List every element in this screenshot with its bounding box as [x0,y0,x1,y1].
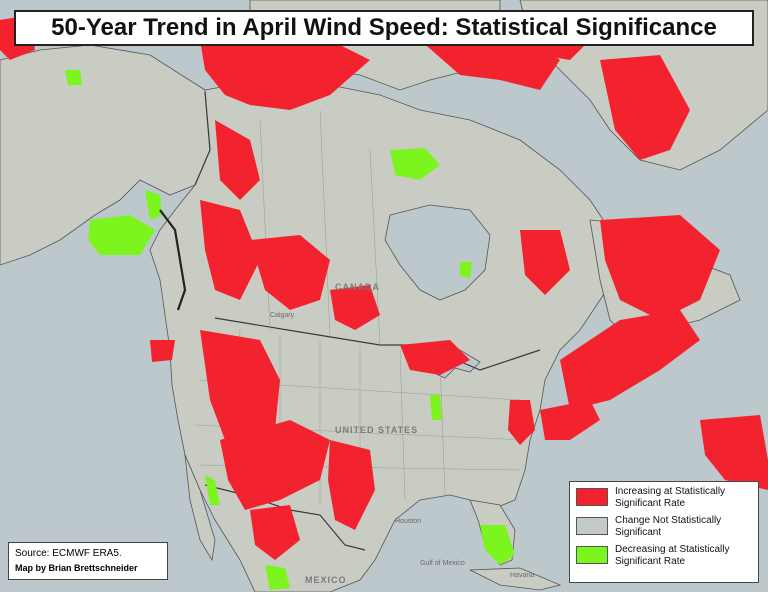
green-gulf-alaska [88,215,155,255]
green-arctic [390,148,440,180]
decreasing-areas [65,70,515,590]
label-mexico: MEXICO [305,575,347,585]
red-pacific [150,340,175,362]
red-west-us [200,330,280,450]
legend-item-not-significant: Change Not Statistically Significant [576,515,752,539]
green-lake-michigan [430,395,442,420]
legend-label: Increasing at Statistically Significant … [615,486,726,509]
legend-label: Change Not Statistically Significant [615,515,722,538]
land-baja [184,454,216,562]
green-hudson [460,262,472,278]
label-gulf: Gulf of Mexico [420,560,465,567]
legend-item-decreasing: Decreasing at Statistically Significant … [576,544,752,568]
green-alaska-north [65,70,82,85]
legend: Increasing at Statistically Significant … [569,481,759,583]
land-alaska [0,44,211,266]
red-alberta [250,235,330,310]
source-box: Source: ECMWF ERA5. Map by Brian Brettsc… [8,542,168,580]
red-atlantic-south [540,400,600,440]
red-greenland [600,55,690,160]
alaska-canada-border [194,91,211,186]
swatch-not-significant [576,517,608,535]
map-title: 50-Year Trend in April Wind Speed: Stati… [14,10,754,46]
label-havana: Havana [510,572,535,579]
label-united-states: UNITED STATES [335,425,419,435]
red-quebec [520,230,570,295]
legend-item-increasing: Increasing at Statistically Significant … [576,486,752,510]
red-arctic [200,35,370,110]
red-labrador [600,215,720,320]
swatch-increasing [576,488,608,506]
swatch-decreasing [576,546,608,564]
source-text: Source: ECMWF ERA5. [15,548,122,559]
red-sw-us [220,420,330,510]
red-texas [328,440,375,530]
red-atlantic [560,310,700,410]
label-calgary: Calgary [270,312,295,319]
red-north-canada [215,120,260,200]
red-saskatchewan [330,285,380,330]
red-bc-cluster [200,200,260,300]
red-ne-atlantic [700,415,768,490]
red-great-lakes [400,340,470,375]
red-east-coast [508,400,535,445]
land-cuba [469,567,562,591]
legend-label: Decreasing at Statistically Significant … [615,544,730,567]
green-alaska-coast [145,190,162,220]
bc-coastline [159,209,187,311]
green-florida [480,525,515,565]
credit-text: Map by Brian Brettschneider [15,563,138,573]
label-canada: CANADA [335,282,380,292]
label-houston: Houston [395,518,422,525]
green-mexico-south [265,565,290,590]
red-mexico [250,505,300,560]
green-baja [205,475,220,505]
